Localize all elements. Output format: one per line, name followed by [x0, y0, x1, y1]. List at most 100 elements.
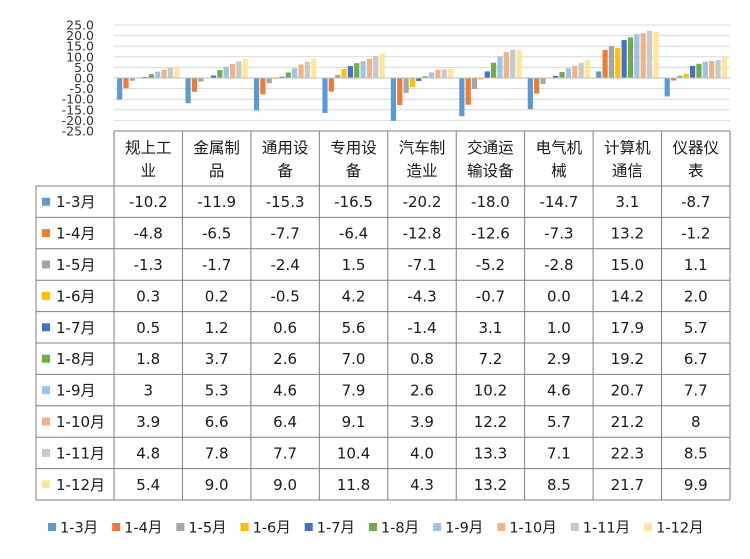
bar	[646, 30, 653, 79]
table-cell-value: 12.2	[474, 413, 507, 431]
row-series-key	[42, 323, 50, 332]
table-cell-value: 0.6	[273, 319, 297, 337]
row-series-key	[42, 260, 50, 269]
row-series-key	[42, 386, 50, 395]
y-tick-label: 25.0	[66, 18, 94, 33]
table-cell-value: -2.8	[544, 256, 573, 274]
row-series-name: 1-6月	[56, 287, 96, 305]
table-cell-value: -4.3	[407, 287, 436, 305]
bar	[634, 34, 640, 78]
bar	[390, 78, 397, 121]
bar	[615, 47, 621, 78]
bar	[608, 46, 615, 78]
table-cell-value: 5.4	[136, 476, 160, 494]
table-cell-value: -1.2	[681, 225, 710, 243]
table-cell-value: 15.0	[611, 256, 644, 274]
table-cell-value: 1.0	[547, 319, 571, 337]
table-cell-value: 4.8	[136, 444, 160, 462]
category-label: 计算机通信	[604, 138, 651, 180]
table-cell-value: 3.7	[205, 350, 229, 368]
bar	[285, 72, 291, 78]
legend-key	[570, 523, 579, 531]
bar	[373, 55, 379, 78]
table-cell-value: -1.4	[407, 319, 436, 337]
bar	[292, 68, 298, 78]
category-label: 仪器仪表	[673, 139, 720, 180]
table-cell-value: 20.7	[611, 382, 644, 400]
bar	[117, 78, 123, 100]
category-label: 电气机械	[536, 139, 583, 180]
table-cell-value: 0.8	[410, 350, 434, 368]
row-series-key	[42, 480, 50, 489]
legend-label: 1-8月	[381, 521, 419, 537]
y-tick-label: 20.0	[66, 28, 94, 43]
bar	[527, 78, 533, 110]
row-series-key	[42, 197, 50, 206]
bar	[322, 78, 328, 113]
y-tick-label: 0.0	[74, 71, 94, 86]
table-cell-value: 14.2	[611, 287, 644, 305]
table-cell-value: 7.7	[684, 382, 708, 400]
row-series-name: 1-3月	[56, 193, 96, 211]
table-cell-value: 4.2	[342, 287, 366, 305]
table-cell-value: 7.8	[205, 444, 229, 462]
bar	[198, 78, 204, 82]
category-label: 通用设备	[262, 139, 309, 180]
table-cell-value: -1.3	[134, 256, 163, 274]
bar	[129, 78, 135, 81]
table-cell-value: 0.0	[547, 287, 571, 305]
table-cell-value: 1.5	[342, 256, 366, 274]
table-cell-value: 11.8	[337, 476, 370, 494]
bar	[534, 78, 540, 94]
bar	[174, 66, 180, 78]
bar	[142, 76, 148, 78]
y-tick-label: 15.0	[66, 39, 94, 54]
y-tick-label: -5.0	[70, 81, 94, 96]
table-cell-value: -10.2	[129, 193, 168, 211]
legend-label: 1-11月	[583, 521, 630, 537]
table-cell-value: 7.9	[342, 382, 366, 400]
table-cell-value: 22.3	[611, 444, 644, 462]
bar	[397, 78, 403, 106]
category-label: 交通运输设备	[467, 139, 514, 180]
table-cell-value: 3.9	[410, 413, 434, 431]
bar	[664, 78, 670, 97]
bar	[596, 71, 602, 78]
bar	[191, 78, 198, 92]
bar	[428, 72, 435, 78]
table-cell-value: 4.3	[410, 476, 434, 494]
table-cell-value: 10.4	[337, 444, 370, 462]
row-series-key	[42, 354, 50, 363]
row-series-key	[42, 448, 50, 457]
bar	[553, 75, 559, 78]
bar	[167, 67, 174, 78]
bar	[471, 78, 478, 90]
table-cell-value: -8.7	[681, 193, 710, 211]
bar	[223, 66, 229, 78]
table-cell-value: 5.7	[684, 319, 708, 337]
bar	[670, 78, 677, 81]
y-tick-label: -15.0	[62, 102, 94, 117]
table-cell-value: 3.1	[479, 319, 503, 337]
bar	[584, 59, 591, 78]
bar	[272, 78, 279, 80]
bar	[709, 61, 715, 78]
bar	[459, 78, 465, 117]
legend-label: 1-9月	[445, 521, 483, 537]
bar	[123, 78, 129, 89]
bar	[379, 52, 385, 78]
table-cell-value: 17.9	[611, 319, 644, 337]
table-cell-value: 9.0	[205, 476, 229, 494]
table-cell-value: -18.0	[471, 193, 510, 211]
legend-label: 1-10月	[509, 521, 556, 537]
bar	[602, 50, 608, 78]
bars	[117, 30, 727, 121]
row-series-name: 1-10月	[56, 413, 105, 431]
table-cell-value: 1.1	[684, 256, 708, 274]
bar	[354, 63, 360, 78]
legend-label: 1-4月	[124, 521, 162, 537]
legend-label: 1-5月	[188, 521, 226, 537]
table-cell-value: 13.2	[611, 225, 644, 243]
legend-label: 1-7月	[317, 521, 355, 537]
bar	[217, 70, 223, 78]
